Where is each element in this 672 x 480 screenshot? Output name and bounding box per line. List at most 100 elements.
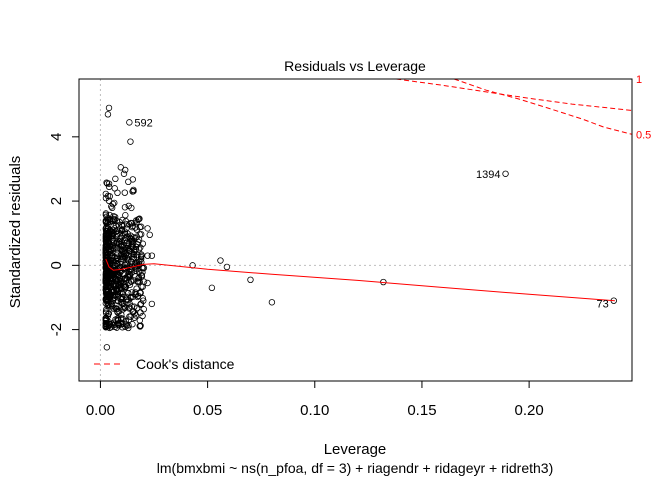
data-point [144,225,151,232]
data-point [128,238,135,245]
data-point [131,246,138,254]
data-point [116,275,124,282]
data-point [117,268,125,275]
data-point [106,242,114,249]
data-point [103,278,110,285]
data-point [112,175,119,183]
data-point [144,279,151,287]
data-point [208,284,216,292]
data-point [122,218,130,225]
data-point [103,213,110,220]
data-point [139,312,146,320]
data-point [115,321,123,328]
data-point [130,234,137,241]
data-point [120,250,128,257]
data-point [125,202,132,210]
data-point [112,304,119,312]
data-point [102,276,110,283]
data-point [126,313,133,320]
data-point [116,219,123,226]
data-point [103,286,111,293]
data-point [102,238,110,246]
data-point [125,279,133,286]
legend: Cook's distance [94,356,235,372]
x-tick-label: 0.10 [300,402,329,419]
data-point [132,290,139,298]
y-axis: -2 0 2 4 [48,133,80,336]
data-point [126,234,133,241]
data-point [122,231,129,238]
data-point [102,287,110,294]
data-point [121,189,128,196]
y-axis-label: Standardized residuals [7,156,24,309]
point-label-1394: 1394 [476,169,500,181]
data-point [109,297,117,304]
x-tick-label: 0.15 [407,402,436,419]
data-point [121,275,128,283]
data-point [133,285,140,292]
data-point [116,281,123,288]
data-point [112,282,120,290]
data-point [223,263,231,271]
data-point [117,246,125,254]
data-point [133,218,141,226]
data-point [130,255,137,263]
data-point [136,323,144,330]
data-point [137,244,144,251]
data-point [105,323,112,330]
data-point [138,251,145,258]
x-axis-label: Leverage [324,441,387,458]
data-point [132,273,139,280]
plot-area-frame [78,78,633,382]
data-point [139,269,146,276]
data-point [105,104,113,112]
data-point [105,183,113,191]
data-point [125,178,132,186]
point-label-73: 73 [597,299,609,311]
data-point [130,251,138,258]
data-point [107,228,115,235]
data-point [121,228,129,235]
data-point [135,268,143,275]
data-point [120,254,127,261]
data-point [502,170,509,177]
data-point [118,255,125,263]
data-point [102,315,109,322]
data-point [114,294,121,301]
data-point [125,271,132,278]
data-point [140,306,147,313]
data-point [120,303,127,310]
data-point [117,237,124,245]
legend-cooks-label: Cook's distance [136,356,235,372]
chart-title: Residuals vs Leverage [284,58,426,74]
model-formula-subtitle: lm(bmxbmi ~ ns(n_pfoa, df = 3) + riagend… [157,460,553,476]
data-point [111,216,118,224]
data-point [122,212,129,219]
data-point [110,288,117,296]
data-point [106,211,113,219]
data-point [140,264,148,272]
data-point [104,312,112,320]
data-point [102,323,109,331]
data-point [109,200,117,208]
data-point [217,257,224,264]
y-tick-label: 4 [48,133,65,141]
data-point [119,315,127,323]
data-point [118,293,126,301]
data-point [110,212,117,220]
x-tick-label: 0.05 [193,402,222,419]
data-point [114,260,121,267]
data-point [140,297,147,304]
data-point [114,189,121,197]
data-point [127,293,134,301]
data-point [148,300,156,308]
x-tick-label: 0.00 [86,402,115,419]
data-point [118,311,125,318]
data-point [129,188,136,195]
data-point [112,228,119,235]
data-point [129,222,136,230]
data-point [106,251,114,259]
data-point [104,274,111,281]
data-point [146,231,153,239]
